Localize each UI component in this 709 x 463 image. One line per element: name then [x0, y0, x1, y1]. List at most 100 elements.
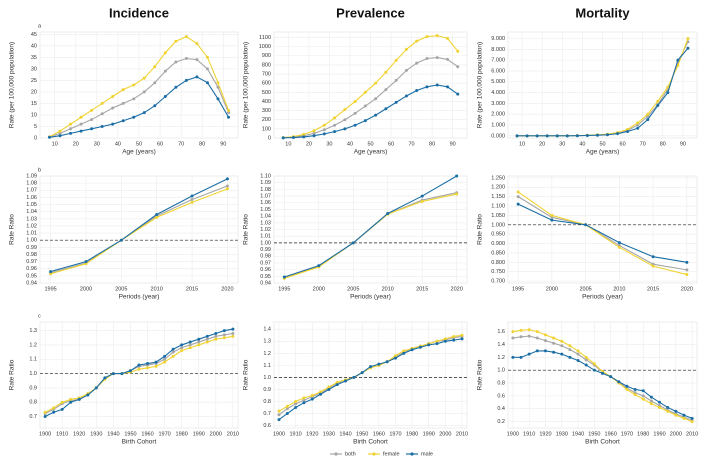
data-point	[216, 85, 220, 89]
data-point	[576, 359, 580, 363]
x-tick-label: 2020	[451, 286, 463, 292]
data-point	[90, 108, 94, 112]
y-tick-label: 200	[262, 117, 271, 123]
y-tick-label: 1.0	[263, 375, 271, 381]
data-point	[676, 58, 680, 62]
data-point	[674, 409, 678, 413]
data-point	[427, 343, 431, 347]
y-tick-label: 1.04	[26, 209, 37, 215]
data-point	[674, 413, 678, 417]
x-tick-label: 1990	[193, 431, 205, 437]
data-point	[519, 355, 523, 359]
y-tick-label: 1.05	[26, 202, 37, 208]
y-tick-label: 25	[31, 78, 37, 84]
x-tick-label: 40	[115, 141, 121, 147]
data-point	[545, 134, 549, 138]
x-tick-label: 90	[680, 141, 686, 147]
x-tick-label: 1920	[539, 431, 551, 437]
data-point	[575, 134, 579, 138]
y-tick-label: 0.97	[26, 259, 37, 265]
data-point	[420, 199, 424, 203]
data-point	[197, 337, 201, 341]
y-tick-label: 1.050	[491, 213, 505, 219]
y-tick-label: 0.8	[263, 399, 271, 405]
data-point	[595, 133, 599, 137]
y-tick-label: 1.0	[29, 371, 37, 377]
data-point	[511, 330, 515, 334]
x-tick-label: 1900	[273, 431, 285, 437]
data-point	[146, 362, 150, 366]
data-point	[327, 387, 331, 391]
data-point	[327, 385, 331, 389]
y-tick-label: 0.99	[260, 247, 271, 253]
data-point	[174, 39, 178, 43]
data-point	[666, 409, 670, 413]
data-point	[584, 355, 588, 359]
y-tick-label: 1.1	[263, 363, 271, 369]
data-point	[343, 127, 347, 131]
data-point	[319, 392, 323, 396]
data-point	[535, 336, 539, 340]
data-point	[435, 56, 439, 60]
data-point	[79, 122, 83, 126]
data-point	[163, 69, 167, 73]
data-point	[188, 346, 192, 350]
x-tick-label: 1910	[523, 431, 535, 437]
data-point	[443, 337, 447, 341]
y-tick-label: 1.08	[26, 181, 37, 187]
y-axis-label: Rate Ratio	[9, 214, 16, 245]
x-tick-label: 40	[579, 141, 585, 147]
data-point	[153, 65, 157, 69]
data-point	[312, 129, 316, 133]
data-point	[111, 122, 115, 126]
data-point	[425, 35, 429, 39]
data-point	[452, 338, 456, 342]
data-point	[666, 405, 670, 409]
data-point	[651, 264, 655, 268]
series-line	[283, 35, 459, 139]
x-tick-label: 1980	[406, 431, 418, 437]
data-point	[197, 343, 201, 347]
y-tick-label: 0.000	[491, 133, 505, 139]
y-tick-label: 1.100	[491, 203, 505, 209]
x-tick-label: 1950	[356, 431, 368, 437]
y-tick-label: 1.4	[497, 342, 505, 348]
data-point	[649, 402, 653, 406]
y-tick-label: 2.000	[491, 112, 505, 118]
data-point	[119, 238, 123, 242]
plot-area	[39, 321, 239, 429]
data-point	[456, 65, 460, 69]
data-point	[121, 119, 125, 123]
data-point	[560, 339, 564, 343]
data-point	[384, 107, 388, 111]
data-point	[214, 337, 218, 341]
y-tick-label: 1.06	[26, 195, 37, 201]
y-tick-label: 8.000	[491, 47, 505, 53]
data-point	[69, 127, 73, 131]
data-point	[322, 132, 326, 136]
series-line	[50, 185, 228, 274]
data-point	[335, 383, 339, 387]
x-tick-label: 1950	[588, 431, 600, 437]
x-tick-label: 30	[94, 141, 100, 147]
x-tick-label: 50	[367, 141, 373, 147]
data-point	[576, 352, 580, 356]
data-point	[222, 336, 226, 340]
x-tick-label: 1930	[90, 431, 102, 437]
y-tick-label: 1.01	[26, 231, 37, 237]
data-point	[592, 362, 596, 366]
y-tick-label: 1.250	[491, 175, 505, 181]
data-point	[646, 114, 650, 118]
x-tick-label: 1980	[637, 431, 649, 437]
data-point	[52, 410, 56, 414]
x-tick-label: 2010	[456, 431, 468, 437]
data-point	[322, 128, 326, 132]
y-tick-label: 1.00	[260, 240, 271, 246]
data-point	[180, 343, 184, 347]
data-point	[155, 215, 159, 219]
data-point	[576, 349, 580, 353]
data-point	[294, 406, 298, 410]
data-point	[633, 393, 637, 397]
data-point	[384, 88, 388, 92]
